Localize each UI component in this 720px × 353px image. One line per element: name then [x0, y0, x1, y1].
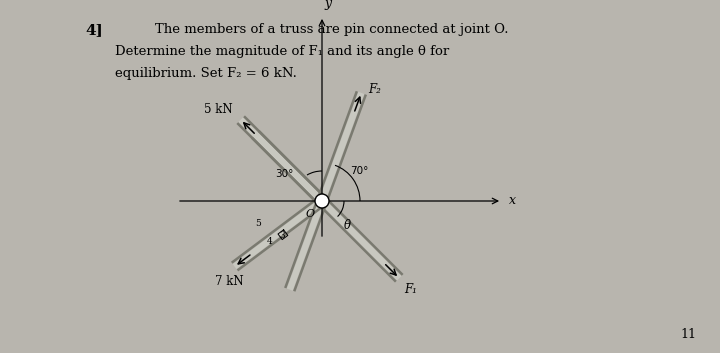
Text: y: y	[325, 0, 332, 10]
Text: 5: 5	[255, 219, 261, 228]
Text: 70°: 70°	[350, 166, 369, 176]
Text: equilibrium. Set F₂ = 6 kN.: equilibrium. Set F₂ = 6 kN.	[115, 67, 297, 80]
Text: The members of a truss are pin connected at joint O.: The members of a truss are pin connected…	[155, 23, 508, 36]
Text: F₂: F₂	[369, 83, 381, 96]
Text: 5 kN: 5 kN	[204, 103, 233, 116]
Text: x: x	[509, 195, 516, 208]
Text: 4: 4	[267, 237, 273, 246]
Text: O: O	[305, 209, 315, 219]
Text: θ: θ	[343, 219, 351, 232]
Text: 4]: 4]	[85, 23, 103, 37]
Text: 7 kN: 7 kN	[215, 275, 244, 288]
Text: 3: 3	[279, 231, 285, 240]
Text: 30°: 30°	[276, 169, 294, 179]
Text: F₁: F₁	[404, 283, 417, 296]
Text: 11: 11	[680, 328, 696, 341]
Circle shape	[315, 194, 329, 208]
Text: Determine the magnitude of F₁ and its angle θ for: Determine the magnitude of F₁ and its an…	[115, 45, 449, 58]
